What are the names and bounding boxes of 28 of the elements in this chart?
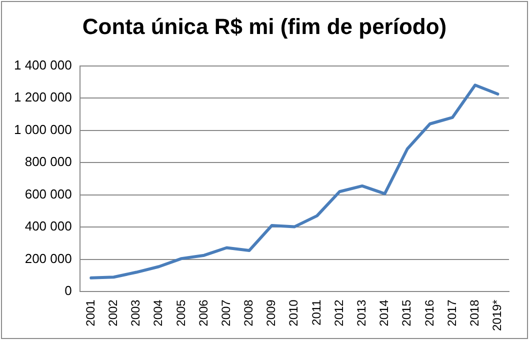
x-tick-label: 2018 — [467, 299, 482, 326]
y-tick-label: 200 000 — [24, 250, 72, 266]
x-tick-label: 2001 — [83, 299, 98, 326]
x-tick-label: 2011 — [309, 299, 324, 326]
y-tick-label: 600 000 — [24, 186, 72, 202]
y-tick-label: 0 — [64, 283, 72, 298]
x-tick-label: 2017 — [444, 299, 459, 326]
x-tick-label: 2003 — [128, 299, 143, 326]
x-tick-label: 2005 — [174, 299, 188, 326]
y-tick-label: 1 000 000 — [14, 122, 72, 137]
x-tick-label: 2010 — [286, 299, 301, 326]
x-tick-label: 2004 — [151, 299, 166, 326]
x-tick-label: 2006 — [196, 299, 210, 326]
x-tick-label: 2013 — [354, 299, 368, 326]
y-tick-label: 1 200 000 — [14, 90, 72, 105]
y-tick-label: 800 000 — [24, 154, 72, 170]
chart-title: Conta única R$ mi (fim de período) — [81, 14, 448, 40]
x-tick-label: 2008 — [242, 299, 256, 326]
x-tick-label: 2016 — [422, 299, 436, 326]
x-tick-label: 2007 — [218, 299, 233, 326]
y-tick-label: 400 000 — [24, 218, 72, 234]
y-tick-label: 1 400 000 — [14, 57, 72, 72]
x-tick-label: 2009 — [264, 299, 278, 326]
x-tick-label: 2014 — [377, 299, 392, 326]
x-tick-label: 2019* — [490, 299, 504, 332]
x-tick-label: 2012 — [332, 299, 346, 326]
x-tick-label: 2002 — [106, 299, 120, 326]
x-tick-label: 2015 — [400, 299, 414, 326]
